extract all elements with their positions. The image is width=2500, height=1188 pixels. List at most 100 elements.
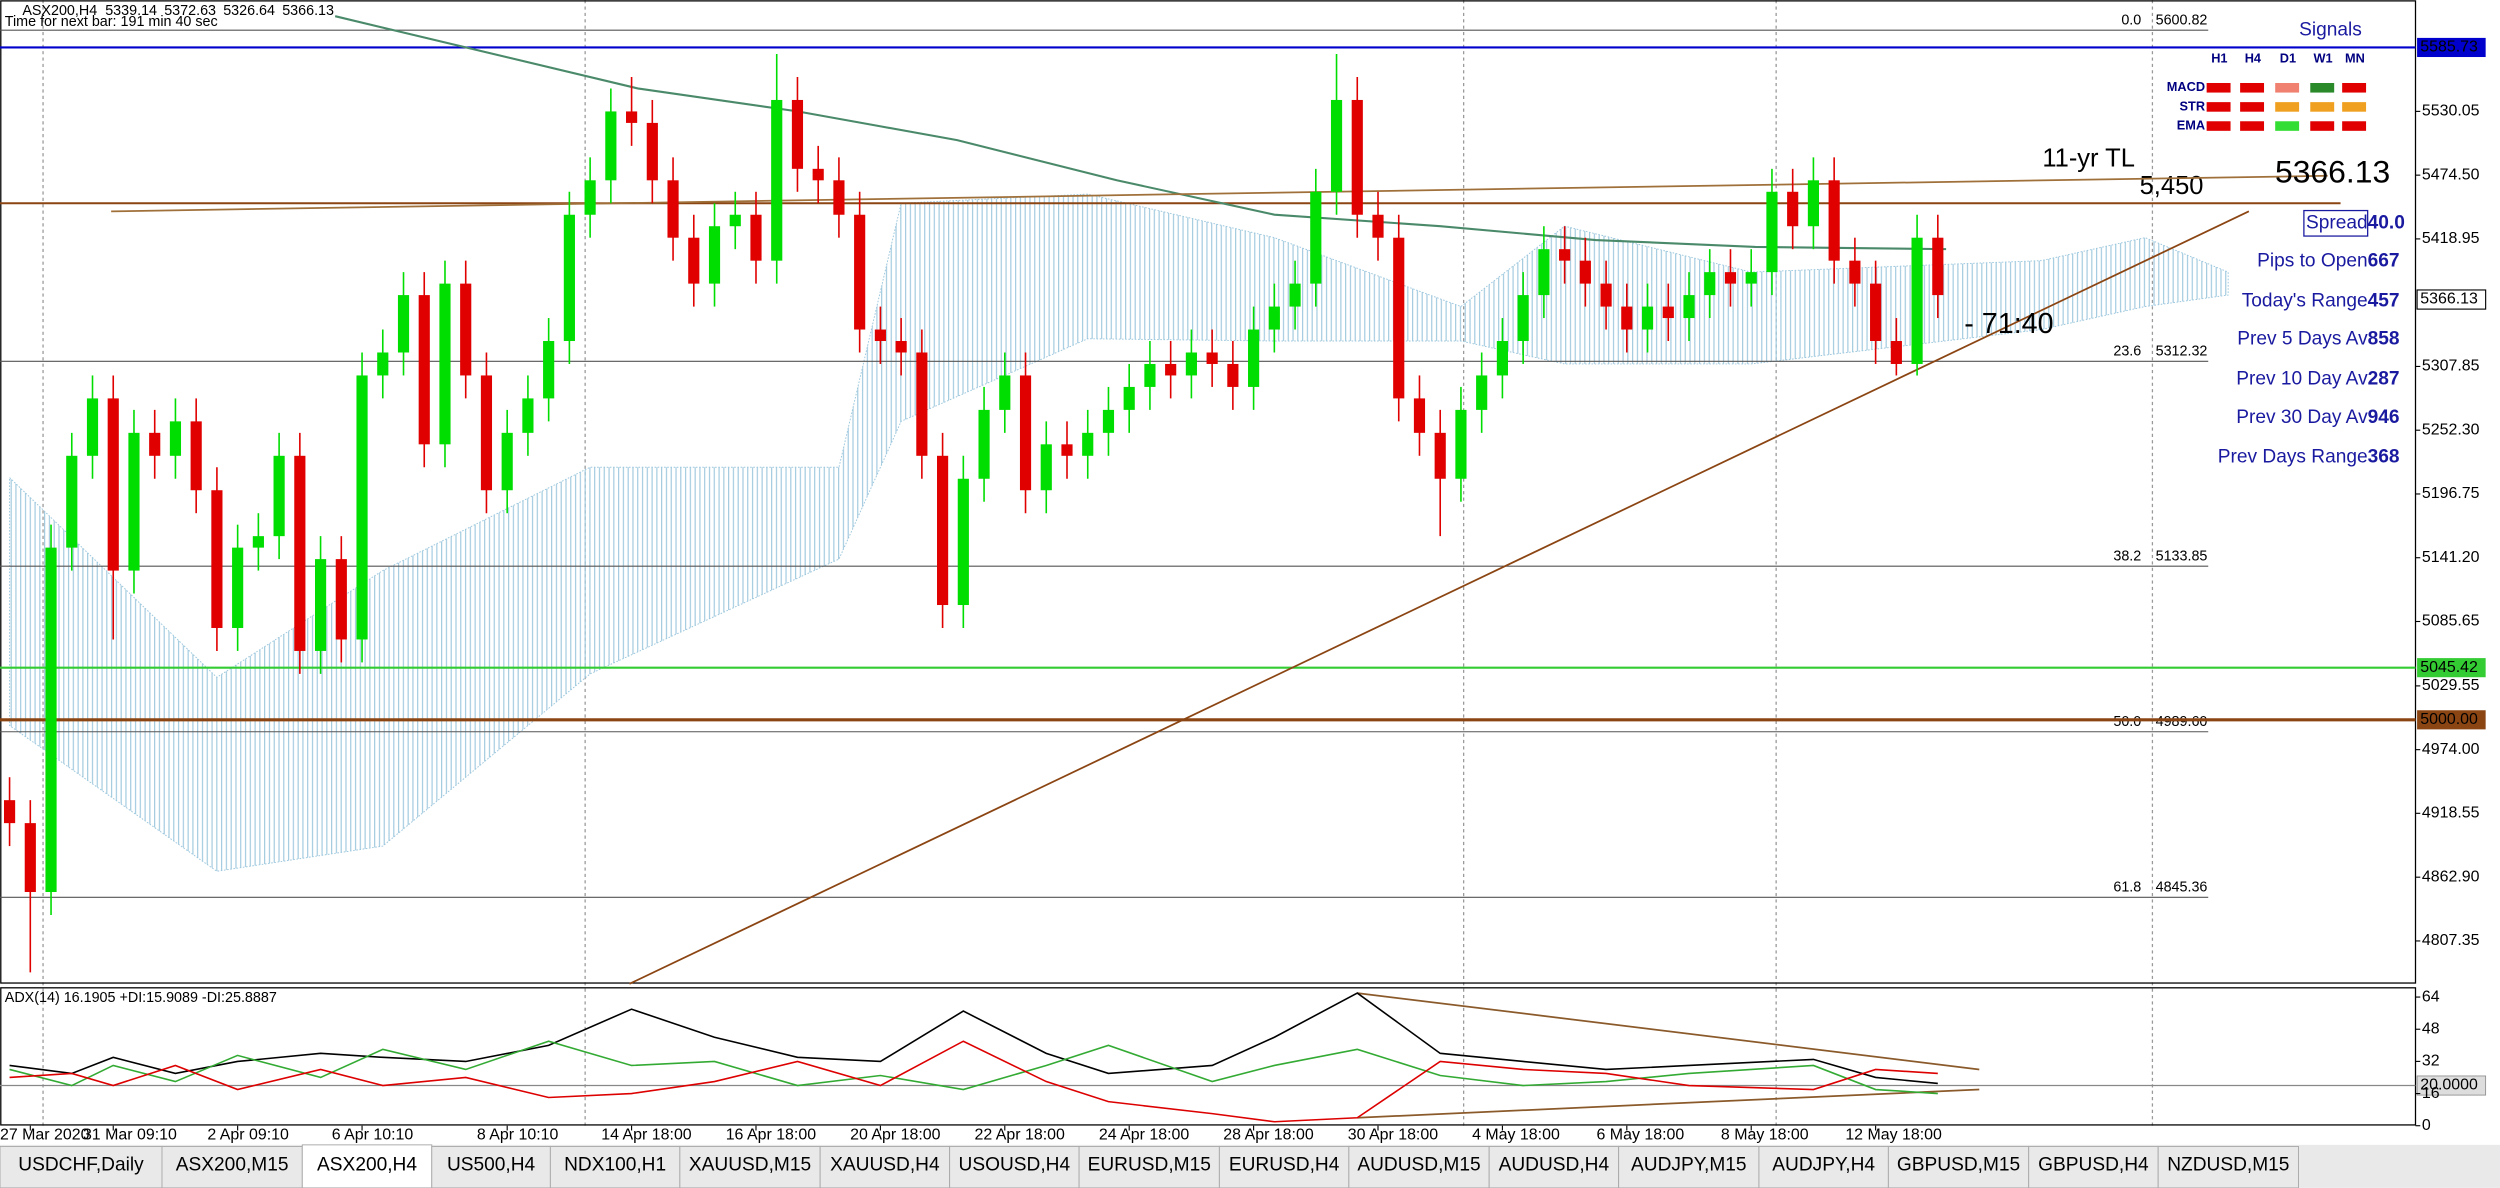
candle-body <box>854 214 866 330</box>
candle-body <box>45 547 57 892</box>
fib-level: 38.2 <box>2113 548 2141 564</box>
tab-label[interactable]: GBPUSD,H4 <box>2038 1155 2149 1176</box>
tab[interactable] <box>549 1145 681 1188</box>
tab[interactable] <box>161 1145 303 1188</box>
level-box <box>2417 658 2486 678</box>
candle-body <box>1206 352 1218 364</box>
candle-body <box>1185 352 1197 376</box>
y-tick-label: 5252.30 <box>2422 421 2480 438</box>
tab-label[interactable]: AUDJPY,M15 <box>1631 1155 1747 1176</box>
y-tick-label: 5029.55 <box>2422 677 2480 694</box>
candle-body <box>149 432 161 456</box>
tab[interactable] <box>1218 1145 1350 1188</box>
countdown: - 71:40 <box>1964 308 2053 340</box>
candle-body <box>563 214 575 342</box>
candle-body <box>273 455 285 537</box>
tab-label[interactable]: ASX200,H4 <box>317 1155 417 1176</box>
tab-label[interactable]: AUDUSD,M15 <box>1357 1155 1480 1176</box>
y-tick-label: 4974.00 <box>2422 741 2480 758</box>
signal-cell <box>2240 102 2265 112</box>
signal-row-label: MACD <box>2167 79 2205 94</box>
candle-body <box>1828 180 1840 261</box>
candle-body <box>667 180 679 238</box>
tab[interactable] <box>949 1145 1080 1188</box>
trendline <box>1357 1088 1980 1119</box>
tab-label[interactable]: AUDUSD,H4 <box>1499 1155 1610 1176</box>
level-label: 5,450 <box>2140 172 2204 200</box>
tab-label[interactable]: US500,H4 <box>447 1155 536 1176</box>
info-label: Today's Range <box>2242 290 2368 311</box>
tab-label[interactable]: USOUSD,H4 <box>959 1155 1071 1176</box>
signal-column: H4 <box>2245 50 2262 65</box>
trendline-label: 11-yr TL <box>2042 144 2135 172</box>
tab-label[interactable]: GBPUSD,M15 <box>1897 1155 2020 1176</box>
candle-body <box>1476 375 1488 410</box>
level-label: 20.0000 <box>2420 1077 2478 1094</box>
candle-body <box>1310 191 1322 284</box>
info-value: 457 <box>2368 290 2400 311</box>
tab-label[interactable]: EURUSD,M15 <box>1088 1155 1211 1176</box>
timer: Time for next bar: 191 min 40 sec <box>5 14 218 30</box>
x-tick-label: 4 May 18:00 <box>1472 1126 1560 1143</box>
info-label: Spread <box>2306 212 2368 233</box>
fib-price: 5312.32 <box>2156 344 2208 360</box>
info-label: Prev Days Range <box>2218 447 2368 468</box>
tab[interactable] <box>1758 1145 1889 1188</box>
info-label: Prev 10 Day Av <box>2236 369 2368 390</box>
tab[interactable] <box>1078 1145 1220 1188</box>
tab[interactable] <box>1618 1145 1760 1188</box>
tab[interactable] <box>431 1145 551 1188</box>
y-tick-label: 32 <box>2422 1053 2440 1070</box>
candle-body <box>232 547 244 628</box>
candle-body <box>294 455 306 651</box>
tab[interactable] <box>679 1145 821 1188</box>
candle-body <box>1330 99 1343 192</box>
y-tick-label: 4862.90 <box>2422 868 2480 885</box>
candle-body <box>916 352 928 456</box>
y-tick-label: 48 <box>2422 1020 2440 1037</box>
candle-body <box>1019 375 1032 491</box>
tab[interactable] <box>0 1145 163 1188</box>
tab-label[interactable]: NZDUSD,M15 <box>2167 1155 2289 1176</box>
candle-body <box>439 283 451 445</box>
tab[interactable] <box>819 1145 951 1188</box>
signal-cell <box>2275 121 2300 131</box>
ohlc-value: 5366.13 <box>282 3 334 19</box>
price-box <box>2416 289 2487 310</box>
candle-body <box>1870 283 1882 342</box>
fib-level: 50.0 <box>2113 714 2141 730</box>
signal-cell <box>2310 82 2335 93</box>
tab-label[interactable]: XAUUSD,H4 <box>830 1155 940 1176</box>
candle-body <box>833 180 845 215</box>
candle-body <box>812 168 824 181</box>
candle-body <box>1289 283 1301 307</box>
ichimoku-cloud <box>9 193 2229 872</box>
indicator-line <box>9 992 1938 1085</box>
candle-body <box>1372 214 1384 238</box>
tab-label[interactable]: ASX200,M15 <box>176 1155 289 1176</box>
candle-body <box>1455 409 1467 479</box>
x-tick-label: 31 Mar 09:10 <box>83 1126 177 1143</box>
tab-label[interactable]: USDCHF,Daily <box>18 1155 144 1176</box>
candle-body <box>543 341 555 399</box>
tab-label[interactable]: AUDJPY,H4 <box>1772 1155 1875 1176</box>
trendline <box>1357 992 1980 1071</box>
signal-cell <box>2206 121 2231 131</box>
x-tick-label: 6 Apr 10:10 <box>332 1126 414 1143</box>
info-value: 946 <box>2368 407 2400 428</box>
candle-body <box>1559 249 1571 261</box>
level-label: 5585.73 <box>2420 39 2478 56</box>
candle-body <box>1766 191 1778 273</box>
signal-cell <box>2240 121 2265 131</box>
tab-label[interactable]: XAUUSD,M15 <box>689 1155 811 1176</box>
tab-label[interactable]: EURUSD,H4 <box>1229 1155 1340 1176</box>
tab[interactable] <box>1488 1145 1620 1188</box>
info-value: 287 <box>2368 369 2400 390</box>
tab[interactable] <box>1887 1145 2030 1188</box>
y-tick-label: 4918.55 <box>2422 805 2480 822</box>
tab-label[interactable]: NDX100,H1 <box>564 1155 666 1176</box>
candle-body <box>1890 341 1902 364</box>
x-tick-label: 2 Apr 09:10 <box>207 1126 289 1143</box>
candle-body <box>1911 237 1923 364</box>
x-tick-label: 24 Apr 18:00 <box>1099 1126 1190 1143</box>
